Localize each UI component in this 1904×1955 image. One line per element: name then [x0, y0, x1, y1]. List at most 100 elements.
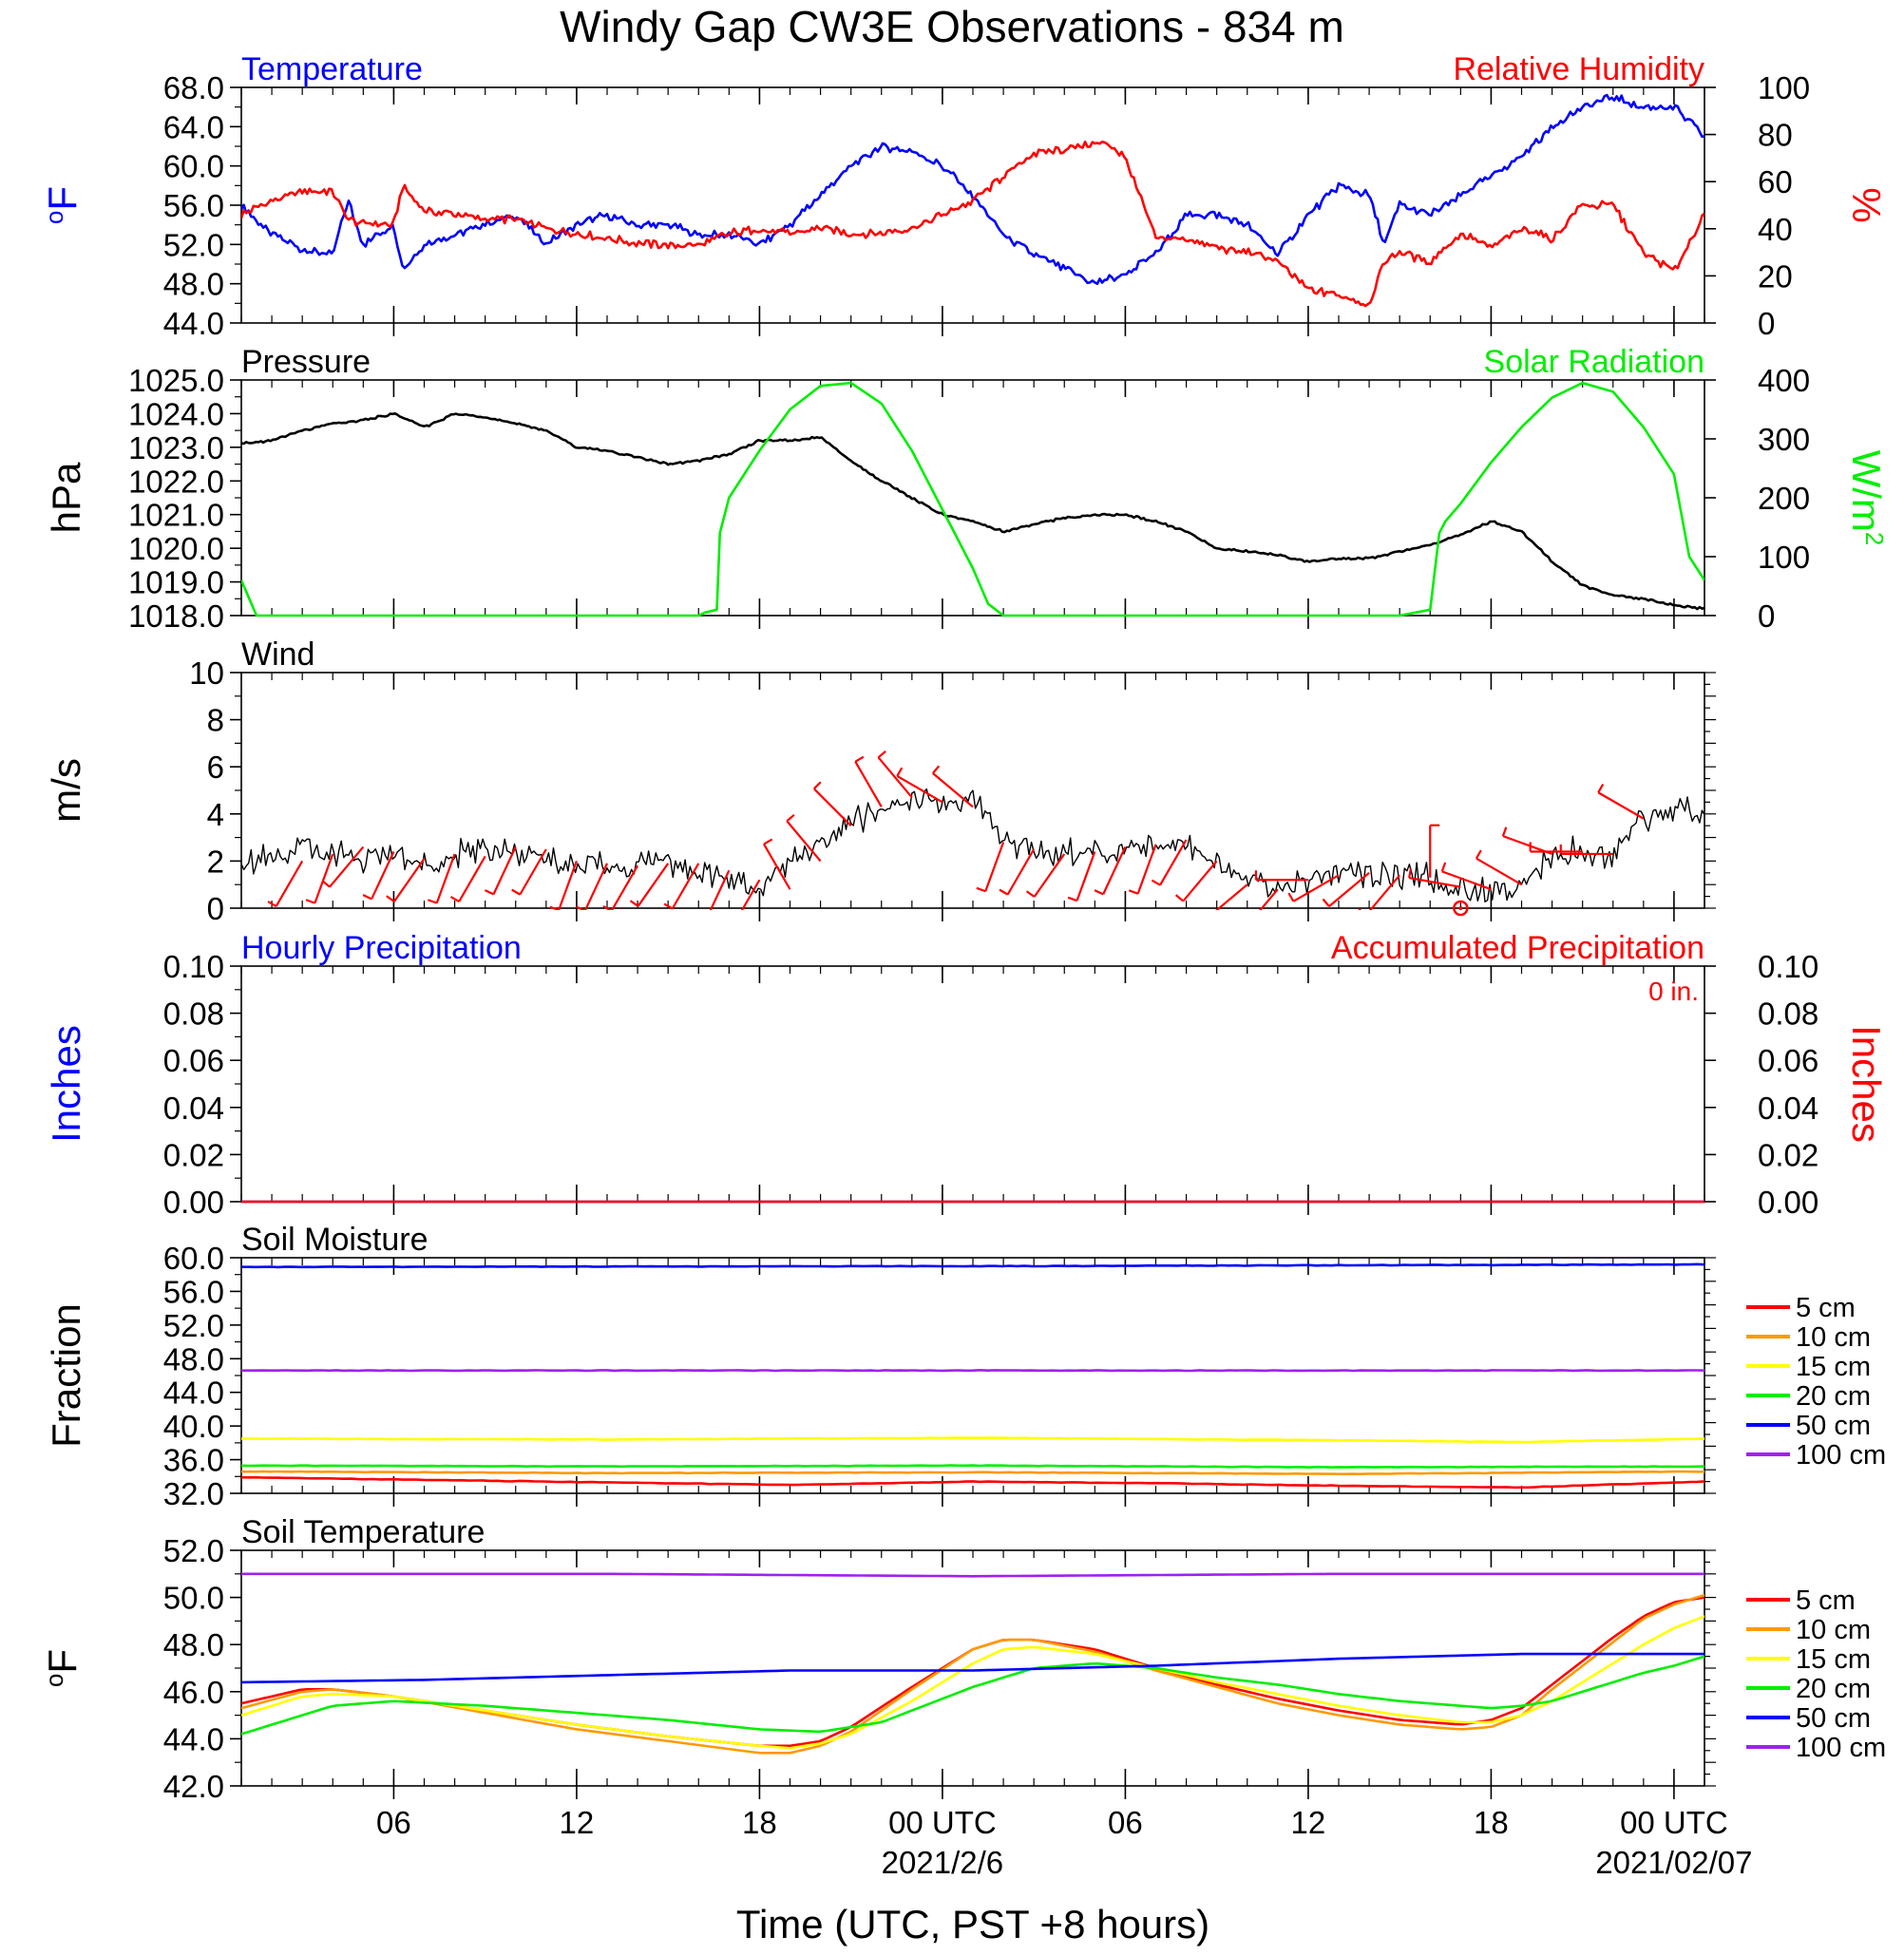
y-left-tick-label: 10 [189, 655, 224, 691]
y-right-tick-label: 100 [1758, 70, 1810, 105]
wind-barb-flag [698, 914, 707, 918]
series-line-pressure [241, 412, 1704, 611]
y-left-axis-label: Fraction [44, 1303, 88, 1448]
plot-frame [240, 1549, 1705, 1787]
series-line-10-cm [241, 1470, 1704, 1475]
wind-barb-flag [999, 888, 1009, 896]
series-line-20-cm [241, 1464, 1704, 1469]
wind-barb-flag [877, 750, 886, 759]
x-tick-label: 06 [376, 1805, 411, 1840]
wind-barb-flag [663, 902, 674, 910]
wind-barb-flag [896, 767, 904, 777]
wind-barb [1328, 871, 1370, 907]
y-left-tick-label: 1018.0 [128, 598, 224, 634]
wind-barb [1006, 848, 1036, 896]
wind-barb-flag [1094, 889, 1104, 896]
wind-barb-flag [1174, 894, 1185, 902]
legend-label: 10 cm [1796, 1322, 1871, 1353]
y-left-tick-label: 48.0 [163, 267, 224, 302]
y-right-tick-label: 0 [1758, 598, 1775, 634]
panel-title-right: Accumulated Precipitation [1331, 930, 1704, 966]
y-right-tick-label: 60 [1758, 164, 1793, 199]
wind-barb-flag [362, 894, 372, 901]
y-right-axis-label: % [1844, 187, 1889, 222]
y-left-tick-label: 1021.0 [128, 498, 224, 533]
y-right-tick-label: 300 [1758, 422, 1810, 457]
y-right-tick-label: 100 [1758, 540, 1810, 575]
wind-barb [671, 863, 700, 910]
wind-barb [1182, 860, 1218, 902]
y-left-tick-label: 8 [207, 703, 224, 738]
y-right-tick-label: 0.10 [1758, 949, 1818, 984]
wind-barb-flag [305, 899, 315, 904]
legend-label: 5 cm [1796, 1585, 1856, 1616]
wind-barb-flag [1025, 890, 1036, 898]
y-left-tick-label: 4 [207, 797, 224, 832]
legend-label: 5 cm [1796, 1293, 1856, 1323]
y-left-tick-label: 6 [207, 750, 224, 785]
wind-barb [1076, 851, 1096, 902]
y-right-tick-label: 0 [1758, 306, 1775, 341]
plot-frame [240, 86, 1705, 324]
wind-barb [329, 845, 365, 888]
y-left-tick-label: 56.0 [163, 188, 224, 223]
wind-barb [1441, 870, 1492, 891]
wind-barb [610, 864, 639, 910]
y-left-axis-label: oF [40, 1649, 85, 1687]
y-left-tick-label: 0.04 [163, 1091, 224, 1126]
series-group [241, 750, 1704, 929]
wind-barb [558, 861, 578, 910]
wind-barb-flag [484, 889, 494, 896]
panel-temp_rh: 68.0 64.0 60.0 56.0 52.0 48.0 44.0 100 80 60 40 20 0… [40, 51, 1889, 341]
y-left-tick-label: 42.0 [163, 1769, 224, 1804]
plot-frame [240, 965, 1705, 1203]
legend-label: 20 cm [1796, 1381, 1871, 1412]
y-right-tick-label: 0.06 [1758, 1043, 1818, 1078]
wind-barb [877, 756, 913, 799]
y-left-tick-label: 64.0 [163, 109, 224, 144]
y-left-axis-label: oF [40, 186, 85, 224]
series-group [241, 1572, 1704, 1755]
legend-label: 15 cm [1796, 1644, 1871, 1675]
wind-barb-flag [1128, 889, 1139, 895]
y-left-tick-label: 1020.0 [128, 531, 224, 566]
legend-label: 10 cm [1796, 1615, 1871, 1645]
panel-title-left: Wind [241, 636, 314, 673]
wind-barb-flag [786, 813, 795, 823]
wind-barb-flag [386, 895, 395, 902]
y-left-tick-label: 56.0 [163, 1274, 224, 1309]
wind-barb-flag [812, 781, 822, 790]
legend-label: 100 cm [1796, 1733, 1886, 1763]
wind-barb-flag [1597, 784, 1605, 793]
y-left-tick-label: 48.0 [163, 1341, 224, 1376]
wind-barb-flag [763, 838, 773, 845]
wind-barb [458, 855, 486, 902]
x-tick-label: 12 [1291, 1805, 1326, 1840]
y-right-tick-label: 40 [1758, 212, 1793, 247]
wind-barb [519, 848, 547, 896]
wind-barb-flag [1237, 923, 1245, 929]
series-line-10-cm [241, 1593, 1704, 1755]
wind-barb [709, 869, 731, 910]
y-left-tick-label: 1025.0 [128, 363, 224, 398]
series-group [241, 93, 1704, 308]
y-left-tick-label: 0.06 [163, 1043, 224, 1078]
y-left-tick-label: 52.0 [163, 1533, 224, 1568]
y-left-tick-label: 0.02 [163, 1137, 224, 1172]
y-right-tick-label: 80 [1758, 118, 1793, 153]
wind-barb-flag [511, 888, 521, 896]
wind-barb [1597, 791, 1645, 820]
y-left-tick-label: 0 [207, 891, 224, 926]
wind-barb [1292, 874, 1340, 902]
wind-barb [637, 863, 670, 907]
wind-barb [275, 860, 304, 907]
series-group [241, 381, 1704, 617]
y-right-tick-label: 400 [1758, 363, 1810, 398]
y-left-axis-label: Inches [44, 1025, 88, 1143]
wind-barb [984, 842, 1005, 892]
panel-title-right: Solar Radiation [1484, 344, 1704, 380]
panel-title-left: Temperature [241, 51, 423, 87]
wind-barb [740, 879, 761, 910]
